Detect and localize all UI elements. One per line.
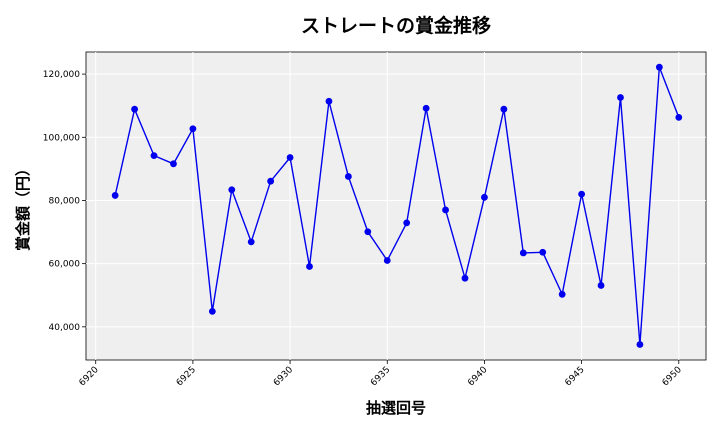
x-tick-label: 6925 — [175, 365, 198, 388]
data-point — [189, 125, 197, 133]
data-point — [655, 63, 663, 71]
data-point — [636, 341, 644, 348]
data-point — [403, 219, 411, 227]
data-point — [481, 193, 488, 201]
series-line — [114, 66, 680, 345]
data-point — [617, 94, 624, 101]
data-point — [539, 248, 547, 256]
data-point — [500, 105, 508, 113]
data-point — [422, 104, 430, 112]
x-tick-label: 6950 — [661, 365, 684, 388]
data-point — [208, 307, 216, 315]
data-point — [228, 186, 236, 194]
x-tick-label: 6930 — [272, 365, 295, 388]
y-tick-label: 80,000 — [49, 196, 81, 206]
data-point — [150, 152, 158, 160]
data-point — [111, 192, 119, 199]
data-point — [364, 228, 372, 236]
x-tick-label: 6940 — [466, 365, 489, 388]
data-point — [286, 154, 294, 161]
data-point — [578, 190, 586, 198]
plot-area — [85, 51, 707, 361]
data-point — [247, 238, 255, 246]
data-point — [306, 263, 313, 270]
y-tick-label: 60,000 — [49, 260, 81, 270]
data-point — [461, 274, 469, 282]
data-point — [344, 173, 352, 180]
x-tick-label: 6935 — [369, 365, 392, 388]
y-axis-title: 賞金額（円） — [14, 161, 32, 251]
data-point — [383, 257, 391, 264]
data-series — [111, 63, 683, 348]
x-axis-title: 抽選回号 — [366, 399, 426, 417]
chart-title: ストレートの賞金推移 — [301, 14, 491, 37]
data-point — [558, 290, 566, 298]
data-point — [131, 105, 138, 113]
y-tick-label: 120,000 — [43, 70, 80, 80]
data-point — [170, 160, 177, 168]
data-point — [597, 282, 605, 289]
x-tick-label: 6920 — [78, 365, 101, 388]
data-point — [675, 113, 683, 121]
data-point — [267, 177, 275, 185]
data-point — [442, 206, 449, 214]
data-point — [325, 97, 333, 105]
y-tick-label: 100,000 — [43, 133, 80, 143]
y-tick-label: 40,000 — [49, 323, 81, 333]
data-point — [519, 249, 527, 257]
x-tick-label: 6945 — [563, 365, 586, 388]
